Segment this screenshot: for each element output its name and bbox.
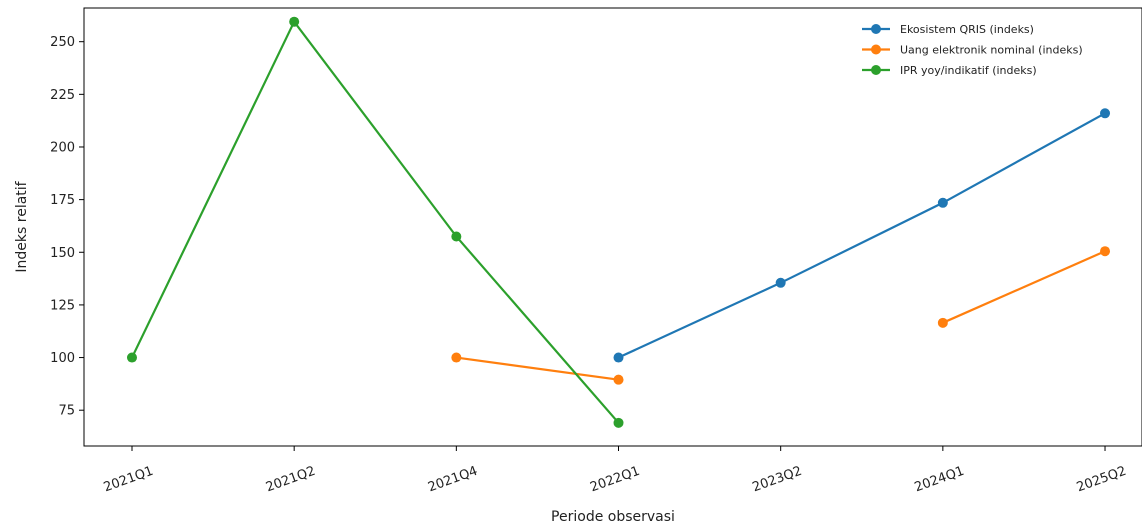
x-tick-label: 2023Q2 xyxy=(750,464,804,496)
data-point-2 xyxy=(1100,246,1111,257)
legend-marker xyxy=(871,24,881,34)
y-tick-label: 225 xyxy=(50,88,75,103)
series-line-2 xyxy=(942,250,1106,324)
series-line-1 xyxy=(618,112,1106,359)
y-tick-label: 150 xyxy=(50,246,75,261)
legend-label: Ekosistem QRIS (indeks) xyxy=(900,23,1034,36)
plot-area-frame xyxy=(83,7,1142,447)
x-tick-label: 2024Q1 xyxy=(913,464,967,496)
legend-marker xyxy=(871,44,881,55)
legend-marker xyxy=(871,65,881,75)
x-tick-label: 2025Q2 xyxy=(1075,464,1129,496)
legend: Ekosistem QRIS (indeks) Uang elektronik n… xyxy=(862,23,1083,77)
y-tick-label: 200 xyxy=(50,140,75,155)
series-line-2 xyxy=(456,356,619,381)
x-tick-label: 2021Q1 xyxy=(102,464,156,496)
data-point-3 xyxy=(451,231,462,242)
y-axis: 75 100 125 150 175 200 225 250 xyxy=(50,35,84,419)
data-point-1 xyxy=(937,197,948,208)
series-line-3 xyxy=(131,19,620,424)
data-point-3 xyxy=(127,352,137,363)
x-tick-label: 2021Q4 xyxy=(426,464,480,496)
legend-label: IPR yoy/indikatif (indeks) xyxy=(900,64,1037,77)
data-point-2 xyxy=(613,374,624,385)
y-tick-label: 175 xyxy=(50,193,75,208)
y-tick-label: 250 xyxy=(50,35,75,50)
series-layer xyxy=(127,16,1111,428)
data-point-2 xyxy=(451,352,462,363)
data-point-3 xyxy=(613,417,624,428)
y-tick-label: 75 xyxy=(58,404,75,419)
y-axis-label: Indeks relatif xyxy=(14,180,30,272)
data-point-2 xyxy=(937,317,948,328)
data-point-1 xyxy=(613,352,624,363)
x-tick-label: 2022Q1 xyxy=(588,464,642,496)
x-axis: 2021Q1 2021Q2 2021Q4 2022Q1 2023Q2 2024Q1 2025… xyxy=(102,446,1129,496)
x-tick-label: 2021Q2 xyxy=(264,464,318,496)
data-point-1 xyxy=(775,277,786,288)
y-tick-label: 125 xyxy=(50,298,75,313)
legend-label: Uang elektronik nominal (indeks) xyxy=(900,44,1083,57)
data-point-3 xyxy=(289,16,300,27)
x-axis-label: Periode observasi xyxy=(551,509,675,525)
data-point-1 xyxy=(1100,108,1111,119)
y-tick-label: 100 xyxy=(50,351,75,366)
